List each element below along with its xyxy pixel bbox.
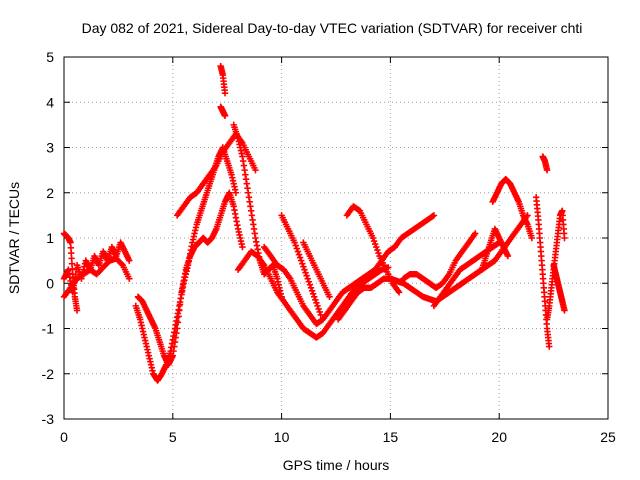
chart-title: Day 082 of 2021, Sidereal Day-to-day VTE… xyxy=(82,20,583,36)
y-tick-label: 1 xyxy=(46,230,54,246)
data-point xyxy=(308,287,316,294)
y-tick-label: -3 xyxy=(42,411,55,427)
data-point xyxy=(317,311,324,319)
data-point xyxy=(326,293,333,301)
x-tick-label: 10 xyxy=(274,429,290,445)
data-point xyxy=(300,263,307,270)
y-tick-label: 2 xyxy=(46,185,54,201)
data-point xyxy=(299,260,306,267)
series-arc-1 xyxy=(60,239,133,296)
y-tick-label: 0 xyxy=(46,275,54,291)
data-point xyxy=(175,313,182,320)
data-point xyxy=(373,243,380,251)
data-point xyxy=(297,257,305,264)
x-tick-label: 15 xyxy=(383,429,399,445)
data-point xyxy=(176,301,184,308)
data-point xyxy=(472,230,479,237)
series-arc-3 xyxy=(60,255,133,301)
grid-lines xyxy=(64,57,608,419)
x-tick-label: 5 xyxy=(169,429,177,445)
data-point xyxy=(239,243,246,251)
y-tick-label: 4 xyxy=(46,94,54,110)
data-point xyxy=(221,112,229,120)
series-arc-18 xyxy=(489,175,536,242)
data-point xyxy=(305,278,312,285)
series-arc-12 xyxy=(278,212,324,319)
x-axis-tick-labels: 0 5 10 15 20 25 xyxy=(60,429,616,445)
x-tick-label: 20 xyxy=(491,429,507,445)
data-point xyxy=(303,272,310,279)
series-arc-17 xyxy=(430,239,503,310)
data-point xyxy=(504,252,512,260)
data-point xyxy=(307,284,315,291)
data-point xyxy=(306,281,314,288)
y-tick-label: 3 xyxy=(46,140,54,156)
data-point xyxy=(304,275,311,282)
data-point xyxy=(528,234,536,242)
series-arc-8 xyxy=(217,103,229,120)
data-point xyxy=(126,275,133,282)
data-point xyxy=(311,293,318,301)
series-arc-21 xyxy=(539,153,551,174)
data-point xyxy=(221,90,229,97)
data-points xyxy=(60,62,568,384)
data-point xyxy=(173,325,181,332)
data-point xyxy=(315,305,322,313)
series-arc-16 xyxy=(400,230,479,291)
data-point xyxy=(316,308,323,316)
data-point xyxy=(177,295,184,302)
y-tick-label: -1 xyxy=(42,321,55,337)
series-arc-15 xyxy=(343,203,403,296)
data-point xyxy=(313,299,320,307)
data-point xyxy=(370,237,378,245)
series-arc-13 xyxy=(300,239,333,301)
x-tick-label: 25 xyxy=(600,429,616,445)
y-axis-tick-labels: -3 -2 -1 0 1 2 3 4 5 xyxy=(42,49,55,427)
data-point xyxy=(312,296,319,304)
data-point xyxy=(174,319,182,326)
data-point xyxy=(295,251,303,258)
series-arc-11 xyxy=(260,212,438,328)
series-arc-5 xyxy=(134,189,246,368)
data-point xyxy=(291,239,298,246)
data-point xyxy=(294,248,302,255)
data-point xyxy=(296,254,304,261)
series-arc-4 xyxy=(132,144,240,384)
data-point xyxy=(73,307,81,314)
data-point xyxy=(371,240,379,248)
y-axis-label: SDTVAR / TECUs xyxy=(6,182,22,294)
data-point xyxy=(375,249,382,257)
x-tick-label: 0 xyxy=(60,429,68,445)
series-arc-19 xyxy=(478,225,512,273)
data-point xyxy=(395,289,403,296)
y-tick-label: -2 xyxy=(42,366,55,382)
axis-ticks xyxy=(63,56,609,420)
data-point xyxy=(561,234,568,242)
data-point xyxy=(252,166,259,174)
data-point xyxy=(232,189,240,196)
series-arc-23 xyxy=(550,261,568,314)
x-axis-label: GPS time / hours xyxy=(283,457,390,473)
data-point xyxy=(543,166,551,174)
data-point xyxy=(176,307,183,314)
data-point xyxy=(430,212,438,219)
data-point xyxy=(561,307,568,314)
y-tick-label: 5 xyxy=(46,49,54,65)
series-arc-20 xyxy=(532,194,553,350)
data-point xyxy=(293,245,301,252)
data-point xyxy=(301,266,308,273)
data-point xyxy=(309,290,317,298)
data-point xyxy=(126,257,133,264)
data-point xyxy=(369,234,377,242)
series-arc-9 xyxy=(230,121,285,301)
data-point xyxy=(292,242,299,249)
series-arc-7 xyxy=(217,62,229,97)
data-point xyxy=(118,260,125,268)
data-point xyxy=(314,302,321,310)
data-point xyxy=(546,343,553,350)
data-point xyxy=(302,269,309,276)
data-point xyxy=(374,246,381,254)
